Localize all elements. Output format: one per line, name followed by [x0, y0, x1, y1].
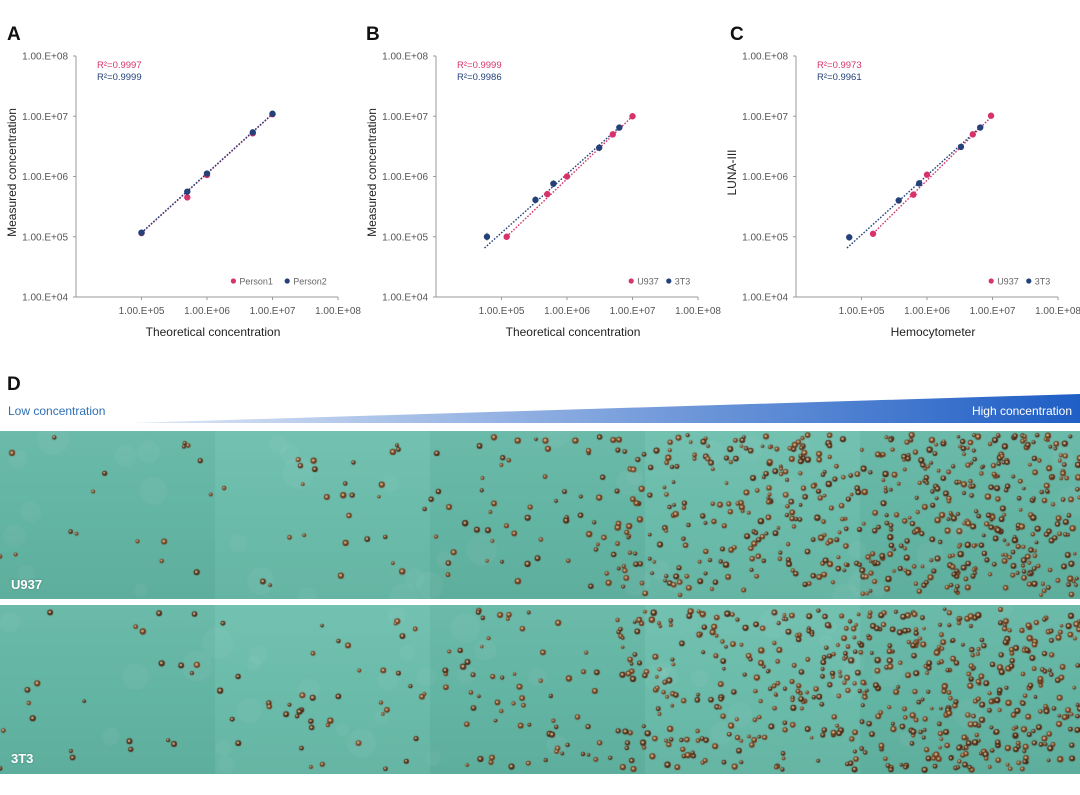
data-point: [969, 131, 976, 138]
chart-panel-a: A 1.00.E+04 1.00.E+05 1.00.E+06 1.00.E+07 1.…: [0, 0, 361, 345]
r-squared-annotation: R²=0.9997: [97, 60, 142, 71]
legend-marker: [628, 278, 634, 284]
chart-panel-c: C 1.00.E+04 1.00.E+05 1.00.E+06 1.00.E+07 1.…: [720, 0, 1080, 345]
cell-image-u937: [0, 431, 1080, 599]
r-squared-annotation: R²=0.9999: [97, 72, 142, 83]
y-tick-label: 1.00.E+08: [22, 52, 68, 63]
panel-letter-c: C: [730, 24, 744, 45]
y-tick-label: 1.00.E+08: [742, 52, 788, 63]
y-tick-label: 1.00.E+05: [22, 232, 68, 243]
data-point: [563, 173, 571, 180]
data-point: [609, 131, 616, 138]
x-tick-label: 1.00.E+06: [184, 306, 230, 317]
panel-letter-a: A: [7, 24, 21, 45]
scatter-chart-b: 1.00.E+04 1.00.E+05 1.00.E+06 1.00.E+07 1.00…: [365, 52, 721, 340]
y-tick-label: 1.00.E+07: [22, 112, 68, 123]
y-tick-label: 1.00.E+07: [382, 112, 428, 123]
data-point: [550, 180, 557, 187]
data-point: [846, 234, 853, 241]
legend-label: Person2: [293, 277, 327, 287]
x-axis-label: Hemocytometer: [891, 325, 976, 339]
data-point: [987, 112, 995, 119]
data-point: [184, 188, 191, 195]
data-point: [184, 194, 191, 201]
x-tick-label: 1.00.E+07: [610, 306, 656, 317]
legend-marker: [284, 278, 290, 284]
legend-marker: [988, 278, 994, 284]
scatter-chart-a: 1.00.E+04 1.00.E+05 1.00.E+06 1.00.E+07 1.00…: [5, 52, 361, 340]
y-tick-label: 1.00.E+06: [22, 172, 68, 183]
concentration-gradient-header: D Low concentration High concentration: [0, 370, 1080, 426]
x-tick-label: 1.00.E+08: [315, 306, 361, 317]
data-point: [616, 124, 623, 131]
chart-panel-b: B 1.00.E+04 1.00.E+05 1.00.E+06 1.00.E+07 1.…: [360, 0, 721, 345]
y-tick-label: 1.00.E+05: [382, 232, 428, 243]
y-axis-label: Measured concentration: [365, 108, 379, 237]
y-tick-label: 1.00.E+05: [742, 232, 788, 243]
data-point: [532, 196, 539, 204]
y-tick-label: 1.00.E+07: [742, 112, 788, 123]
strip-label-3t3: 3T3: [11, 751, 34, 766]
data-point: [544, 190, 551, 198]
y-tick-label: 1.00.E+04: [22, 293, 68, 304]
r-squared-annotation: R²=0.9961: [817, 72, 862, 83]
y-tick-label: 1.00.E+06: [742, 172, 788, 183]
legend-label: Person1: [239, 277, 273, 287]
data-point: [629, 113, 636, 120]
data-point: [595, 144, 603, 151]
data-point: [269, 110, 276, 117]
r-squared-annotation: R²=0.9973: [817, 60, 862, 71]
x-tick-label: 1.00.E+06: [904, 306, 950, 317]
scatter-chart-c: 1.00.E+04 1.00.E+05 1.00.E+06 1.00.E+07 1.00…: [725, 52, 1080, 340]
low-concentration-label: Low concentration: [8, 404, 106, 418]
data-point: [138, 229, 145, 236]
high-concentration-label: High concentration: [971, 404, 1072, 418]
micrograph-strip-u937: U937: [0, 431, 1080, 599]
x-tick-label: 1.00.E+05: [119, 306, 165, 317]
cell-image-3t3: [0, 605, 1080, 774]
x-tick-label: 1.00.E+07: [970, 306, 1016, 317]
micrograph-strip-3t3: 3T3: [0, 605, 1080, 774]
x-tick-label: 1.00.E+05: [839, 306, 885, 317]
y-axis-label: Measured concentration: [5, 108, 19, 237]
trend-line: [484, 125, 621, 249]
data-point: [895, 197, 902, 204]
x-tick-label: 1.00.E+06: [544, 306, 590, 317]
r-squared-annotation: R²=0.9999: [457, 60, 502, 71]
data-point: [203, 170, 211, 177]
data-point: [869, 230, 877, 237]
data-point: [483, 233, 491, 240]
x-axis-label: Theoretical concentration: [506, 325, 641, 339]
x-axis-label: Theoretical concentration: [146, 325, 281, 339]
data-point: [249, 129, 256, 136]
concentration-gradient-wedge: [130, 394, 1080, 423]
x-tick-label: 1.00.E+08: [1035, 306, 1080, 317]
legend-label: U937: [637, 277, 659, 287]
data-point: [910, 191, 917, 198]
y-tick-label: 1.00.E+06: [382, 172, 428, 183]
panel-letter-b: B: [366, 24, 380, 45]
panel-letter-d: D: [7, 374, 21, 395]
y-tick-label: 1.00.E+08: [382, 52, 428, 63]
x-tick-label: 1.00.E+08: [675, 306, 721, 317]
y-tick-label: 1.00.E+04: [382, 293, 428, 304]
legend-label: U937: [997, 277, 1019, 287]
strip-label-u937: U937: [11, 577, 43, 592]
legend-label: 3T3: [1035, 277, 1051, 287]
y-axis-label: LUNA-III: [725, 149, 739, 195]
data-point: [923, 171, 931, 178]
legend-marker: [666, 278, 672, 284]
legend-marker: [1026, 278, 1032, 284]
data-point: [915, 180, 923, 187]
data-point: [977, 124, 984, 131]
x-tick-label: 1.00.E+05: [479, 306, 525, 317]
x-tick-label: 1.00.E+07: [250, 306, 296, 317]
r-squared-annotation: R²=0.9986: [457, 72, 502, 83]
data-point: [957, 143, 965, 151]
y-tick-label: 1.00.E+04: [742, 293, 788, 304]
legend-label: 3T3: [675, 277, 691, 287]
legend-marker: [230, 278, 236, 284]
data-point: [503, 233, 510, 240]
